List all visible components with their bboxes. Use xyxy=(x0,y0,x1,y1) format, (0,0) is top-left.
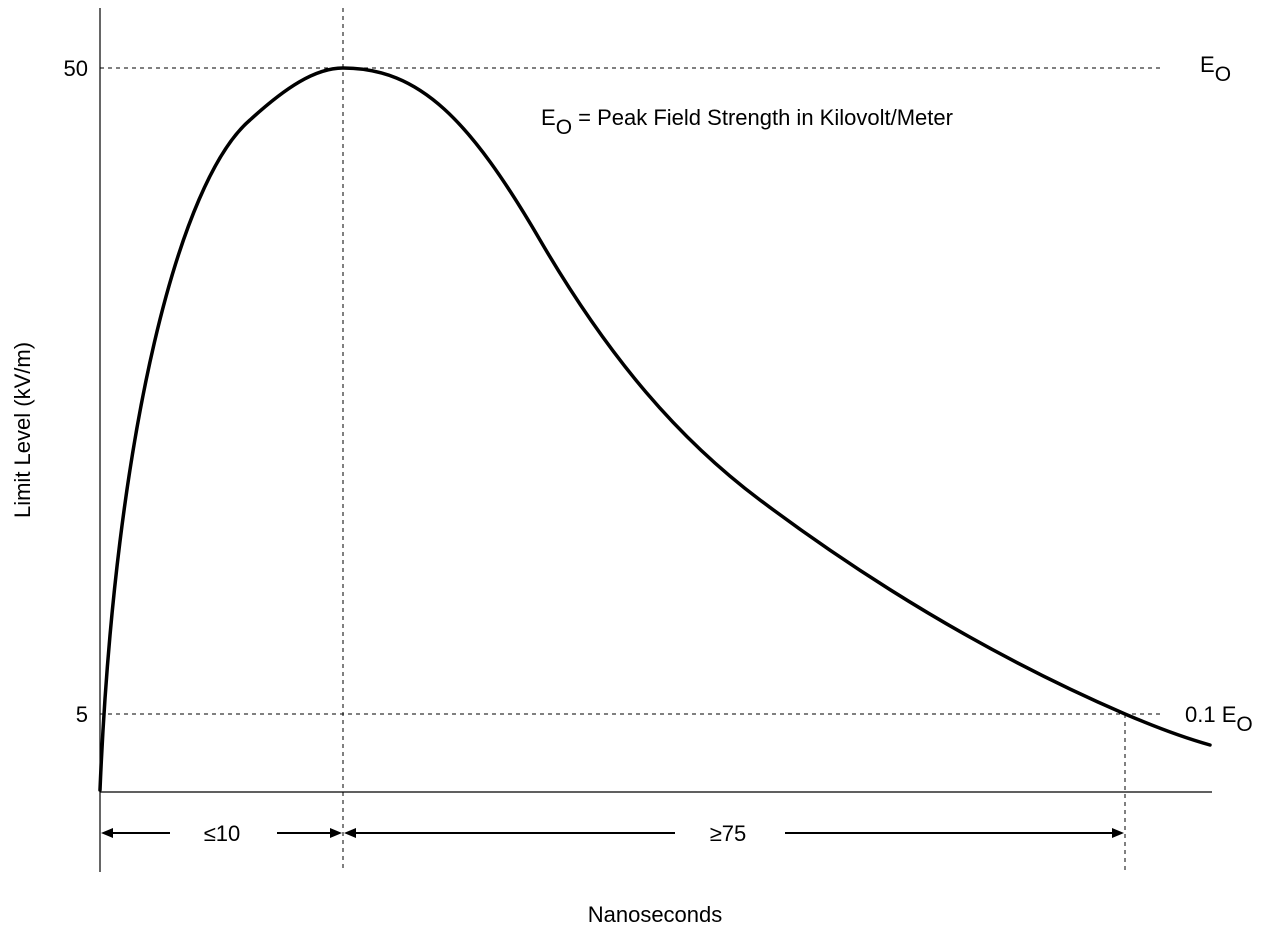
tenth-level-label-sub: O xyxy=(1236,713,1252,736)
y-axis-title: Limit Level (kV/m) xyxy=(10,342,35,518)
interval-1-arrowhead-left xyxy=(101,828,113,838)
interval-2-arrowhead-left xyxy=(344,828,356,838)
peak-level-label-main: E xyxy=(1200,52,1215,77)
interval-1-arrowhead-right xyxy=(330,828,342,838)
tenth-level-label: 0.1 EO xyxy=(1185,702,1253,736)
peak-level-label-sub: O xyxy=(1215,63,1231,86)
annotation-body: = Peak Field Strength in Kilovolt/Meter xyxy=(572,105,953,130)
annotation-subscript: O xyxy=(556,116,572,139)
x-axis-title: Nanoseconds xyxy=(588,902,723,927)
peak-level-label: EO xyxy=(1200,52,1231,86)
annotation-text: EO = Peak Field Strength in Kilovolt/Met… xyxy=(541,105,953,139)
tenth-level-label-main: 0.1 E xyxy=(1185,702,1236,727)
pulse-curve xyxy=(98,66,1212,792)
interval-1-label: ≤10 xyxy=(204,821,241,846)
y-tick-5: 5 xyxy=(76,702,88,727)
interval-2-arrowhead-right xyxy=(1112,828,1124,838)
interval-2-label: ≥75 xyxy=(710,821,747,846)
annotation-prefix: E xyxy=(541,105,556,130)
y-tick-50: 50 xyxy=(64,56,88,81)
